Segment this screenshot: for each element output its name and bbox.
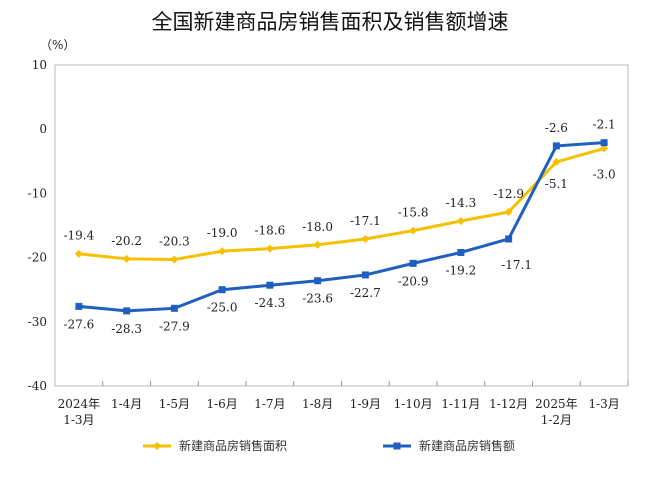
data-label: -23.6: [302, 292, 333, 306]
x-tick-label: 1-6月: [206, 397, 237, 411]
data-point: [409, 226, 418, 235]
data-label: -3.0: [593, 167, 616, 181]
data-point: [265, 244, 274, 253]
data-label: -18.0: [302, 220, 333, 234]
data-point: [504, 208, 513, 217]
series-line-0: [78, 147, 605, 262]
data-point: [218, 247, 227, 256]
data-label: -20.2: [111, 234, 142, 248]
data-label: -19.2: [445, 263, 476, 277]
y-tick-label: -10: [28, 186, 47, 200]
data-point: [552, 157, 561, 166]
y-tick-label: 10: [32, 58, 47, 72]
data-point: [266, 281, 274, 289]
data-label: -19.4: [63, 229, 94, 243]
x-tick-label: 1-9月: [350, 397, 381, 411]
data-point: [218, 286, 226, 294]
data-point: [456, 217, 465, 226]
data-label: -14.3: [445, 196, 476, 210]
legend-marker: [393, 442, 401, 450]
data-point: [409, 259, 417, 267]
y-axis-unit: （%）: [40, 38, 76, 52]
x-tick-label: 2024年: [58, 397, 101, 411]
x-tick-label: 1-7月: [254, 397, 285, 411]
legend-marker: [153, 442, 161, 450]
data-point: [457, 248, 465, 256]
x-tick-label: 1-2月: [541, 413, 572, 427]
data-label: -18.6: [254, 224, 285, 238]
data-point: [361, 271, 369, 279]
data-point: [361, 234, 370, 243]
x-tick-label: 1-11月: [441, 397, 480, 411]
data-label: -27.6: [63, 317, 94, 331]
legend-label: 新建商品房销售额: [419, 438, 515, 453]
data-point: [170, 304, 178, 312]
data-label: -22.7: [350, 286, 381, 300]
data-point: [170, 255, 179, 264]
x-tick-label: 1-5月: [159, 397, 190, 411]
data-point: [75, 302, 83, 310]
data-point: [600, 139, 608, 147]
legend-label: 新建商品房销售面积: [179, 438, 287, 453]
data-label: -12.9: [493, 187, 524, 201]
series-line-1: [78, 141, 605, 313]
x-tick-label: 1-4月: [111, 397, 142, 411]
data-label: -25.0: [207, 301, 238, 315]
x-tick-label: 1-8月: [302, 397, 333, 411]
plot-frame: [54, 64, 629, 387]
y-tick-label: 0: [39, 122, 47, 136]
x-tick-label: 1-3月: [588, 397, 619, 411]
x-tick-label: 1-12月: [489, 397, 528, 411]
x-tick-label: 1-10月: [394, 397, 433, 411]
data-label: -2.1: [593, 118, 616, 132]
y-tick-label: -30: [28, 315, 47, 329]
data-label: -5.1: [545, 177, 568, 191]
data-point: [313, 240, 322, 249]
y-tick-label: -40: [28, 379, 47, 393]
data-label: -28.3: [111, 322, 142, 336]
x-tick-label: 1-3月: [63, 413, 94, 427]
data-label: -2.6: [545, 121, 568, 135]
data-point: [74, 249, 83, 258]
data-label: -20.3: [159, 235, 190, 249]
data-label: -15.8: [398, 206, 429, 220]
data-point: [552, 142, 560, 150]
data-label: -24.3: [254, 296, 285, 310]
x-tick-label: 2025年: [535, 397, 578, 411]
data-label: -17.1: [501, 258, 532, 272]
data-point: [123, 307, 131, 315]
data-label: -17.1: [350, 214, 381, 228]
data-label: -27.9: [159, 319, 190, 333]
data-label: -20.9: [398, 274, 429, 288]
chart-title: 全国新建商品房销售面积及销售额增速: [151, 10, 509, 34]
data-point: [314, 277, 322, 285]
data-point: [505, 235, 513, 243]
data-point: [122, 254, 131, 263]
y-tick-label: -20: [28, 251, 47, 265]
data-point: [600, 144, 609, 153]
data-label: -19.0: [207, 226, 238, 240]
